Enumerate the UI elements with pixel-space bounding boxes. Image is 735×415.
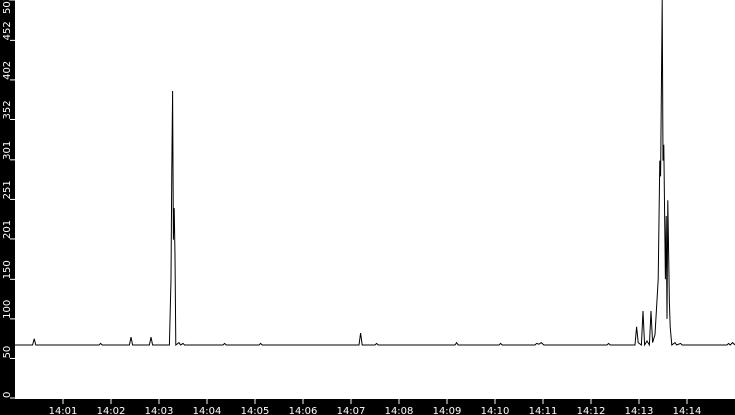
y-tick-label: 0 <box>2 392 13 398</box>
x-tick-label: 14:11 <box>529 406 558 415</box>
y-tick-label: 251 <box>2 180 13 199</box>
y-tick-label: 352 <box>2 100 13 119</box>
x-tick-label: 14:06 <box>289 406 318 415</box>
plot-area <box>15 0 735 399</box>
x-axis: 14:01 14:02 14:03 14:04 14:05 14:06 14:07 14:08… <box>49 399 702 415</box>
y-tick-label: 201 <box>2 220 13 239</box>
series-line <box>15 0 735 347</box>
x-tick-label: 14:14 <box>673 406 702 415</box>
y-tick-label: 301 <box>2 141 13 160</box>
x-tick-label: 14:12 <box>577 406 606 415</box>
x-tick-label: 14:09 <box>433 406 462 415</box>
y-axis: 0 50 100 150 201 251 301 352 402 452 503 <box>2 0 15 399</box>
x-tick-label: 14:08 <box>385 406 414 415</box>
y-tick-label: 452 <box>2 21 13 40</box>
y-tick-label: 150 <box>2 260 13 279</box>
x-tick-label: 14:03 <box>145 406 174 415</box>
series-group <box>14 0 735 347</box>
x-tick-label: 14:04 <box>193 406 222 415</box>
x-tick-label: 14:07 <box>337 406 366 415</box>
x-tick-label: 14:02 <box>97 406 126 415</box>
y-tick-label: 503 <box>2 0 13 14</box>
x-tick-label: 14:10 <box>481 406 510 415</box>
x-tick-label: 14:01 <box>49 406 78 415</box>
x-tick-label: 14:13 <box>625 406 654 415</box>
x-tick-label: 14:05 <box>241 406 270 415</box>
y-tick-label: 50 <box>2 346 13 359</box>
y-tick-label: 100 <box>2 300 13 319</box>
y-tick-label: 402 <box>2 61 13 80</box>
